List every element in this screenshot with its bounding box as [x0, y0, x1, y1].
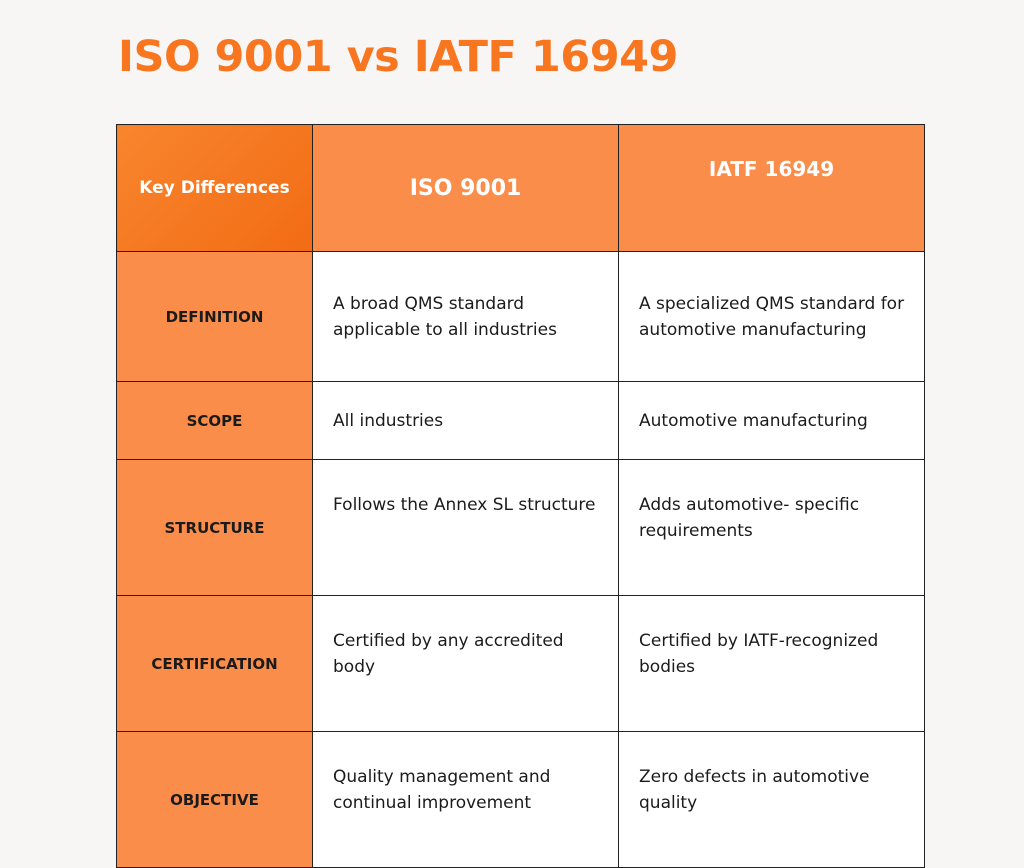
row-label-structure: STRUCTURE [116, 459, 313, 596]
page-title: ISO 9001 vs IATF 16949 [118, 32, 678, 82]
table-row: STRUCTURE Follows the Annex SL structure… [116, 459, 925, 596]
cell-iso-definition: A broad QMS standard applicable to all i… [312, 251, 619, 382]
cell-iatf-scope: Automotive manufacturing [618, 381, 925, 460]
table-header-row: Key Differences ISO 9001 IATF 16949 [116, 124, 925, 252]
cell-iatf-structure: Adds automotive- specific requirements [618, 459, 925, 596]
row-label-objective: OBJECTIVE [116, 731, 313, 868]
header-iso-9001: ISO 9001 [312, 124, 619, 252]
cell-iso-certification: Certified by any accredited body [312, 595, 619, 732]
table-row: OBJECTIVE Quality management and continu… [116, 731, 925, 868]
row-label-definition: DEFINITION [116, 251, 313, 382]
table-row: SCOPE All industries Automotive manufact… [116, 381, 925, 460]
row-label-certification: CERTIFICATION [116, 595, 313, 732]
row-label-scope: SCOPE [116, 381, 313, 460]
table-row: DEFINITION A broad QMS standard applicab… [116, 251, 925, 382]
cell-iatf-objective: Zero defects in automotive quality [618, 731, 925, 868]
cell-iso-objective: Quality management and continual improve… [312, 731, 619, 868]
cell-iso-scope: All industries [312, 381, 619, 460]
cell-iatf-certification: Certified by IATF-recognized bodies [618, 595, 925, 732]
header-iatf-16949: IATF 16949 [618, 124, 925, 252]
comparison-table: Key Differences ISO 9001 IATF 16949 DEFI… [116, 124, 925, 868]
cell-iso-structure: Follows the Annex SL structure [312, 459, 619, 596]
header-key-differences: Key Differences [116, 124, 313, 252]
cell-iatf-definition: A specialized QMS standard for automotiv… [618, 251, 925, 382]
table-row: CERTIFICATION Certified by any accredite… [116, 595, 925, 732]
